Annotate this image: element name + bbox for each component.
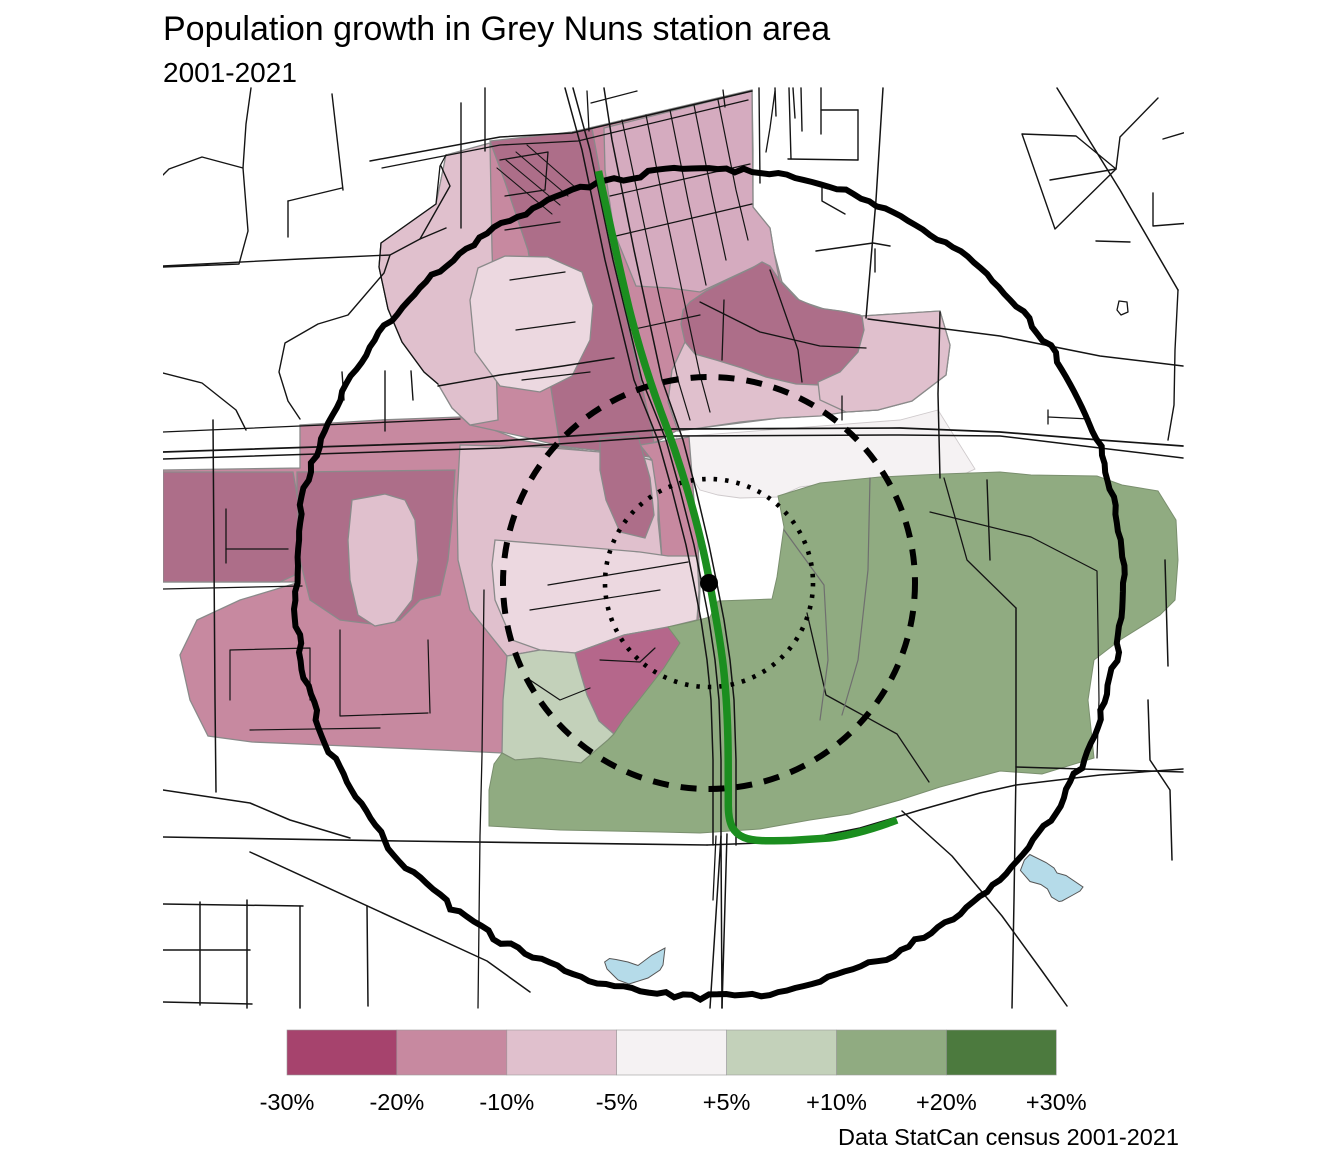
svg-text:-5%: -5% xyxy=(596,1089,638,1115)
svg-text:2001-2021: 2001-2021 xyxy=(163,57,297,88)
svg-text:+5%: +5% xyxy=(703,1089,751,1115)
svg-text:+20%: +20% xyxy=(916,1089,977,1115)
svg-text:Data StatCan census 2001-2021: Data StatCan census 2001-2021 xyxy=(838,1124,1179,1150)
svg-text:-20%: -20% xyxy=(369,1089,424,1115)
svg-text:-30%: -30% xyxy=(260,1089,315,1115)
svg-text:-10%: -10% xyxy=(479,1089,534,1115)
svg-text:Population growth in Grey Nuns: Population growth in Grey Nuns station a… xyxy=(163,10,830,48)
svg-text:+10%: +10% xyxy=(806,1089,867,1115)
svg-text:+30%: +30% xyxy=(1026,1089,1087,1115)
